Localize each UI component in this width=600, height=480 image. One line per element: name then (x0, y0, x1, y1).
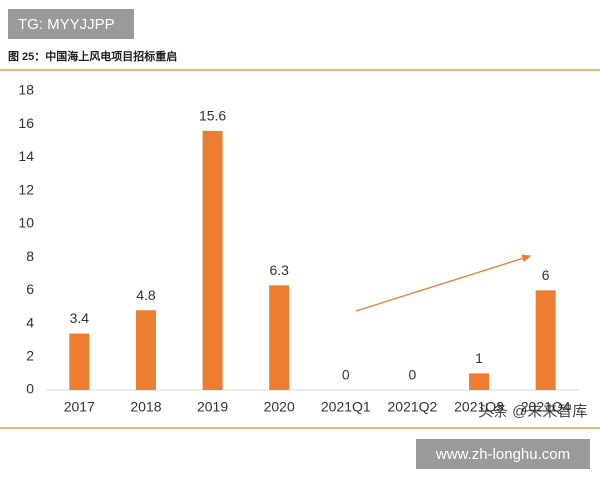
data-label: 6.3 (269, 262, 289, 278)
data-label: 4.8 (136, 287, 156, 303)
tag-box (8, 9, 134, 39)
data-label: 1 (475, 350, 483, 366)
x-tick-label: 2020 (264, 399, 295, 415)
y-tick-label: 6 (26, 281, 34, 297)
bar (469, 373, 490, 390)
x-tick-label: 2017 (64, 399, 95, 415)
bar (202, 130, 223, 390)
x-tick-label: 2019 (197, 399, 228, 415)
watermark: 头条 @未来智库 (478, 402, 587, 420)
bar (135, 310, 156, 390)
x-tick-label: 2021Q3 (454, 399, 504, 415)
footer-box (416, 439, 590, 469)
y-tick-label: 4 (26, 314, 34, 330)
y-tick-label: 8 (26, 248, 34, 264)
bar (535, 290, 556, 390)
y-tick-label: 2 (26, 347, 34, 363)
y-tick-label: 14 (18, 148, 34, 164)
x-tick-label: 2018 (130, 399, 161, 415)
bar (269, 285, 290, 390)
trend-arrow (355, 254, 532, 312)
data-label: 15.6 (199, 108, 226, 124)
y-tick-label: 12 (18, 181, 34, 197)
y-tick-label: 18 (18, 82, 34, 98)
data-label: 0 (342, 367, 350, 383)
x-tick-label: 2021Q1 (321, 399, 371, 415)
bar (69, 333, 90, 390)
chart-title: 图 25：中国海上风电项目招标重启 (8, 49, 177, 63)
y-tick-label: 10 (18, 215, 34, 231)
y-tick-label: 0 (26, 381, 34, 397)
tag-text: TG: MYYJJPP (18, 16, 115, 33)
y-tick-label: 16 (18, 115, 34, 131)
data-label: 6 (542, 267, 550, 283)
x-tick-label: 2021Q2 (388, 399, 438, 415)
data-label: 3.4 (70, 310, 90, 326)
data-label: 0 (409, 367, 417, 383)
footer-url: www.zh-longhu.com (435, 446, 570, 463)
x-tick-label: 2021Q4 (521, 399, 571, 415)
